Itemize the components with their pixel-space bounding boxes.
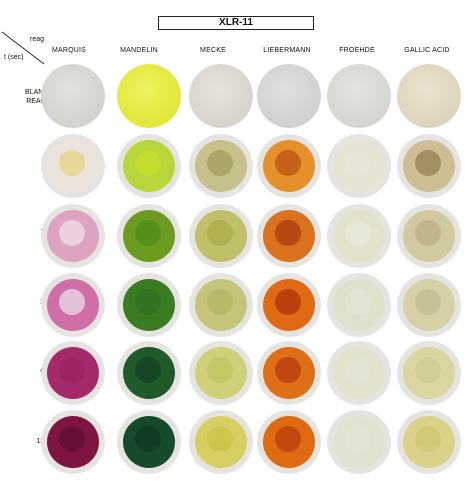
dish-froehde-t120 (327, 410, 391, 474)
dish-gallic-acid-tblank (397, 64, 461, 128)
dish-residue-spot (59, 426, 85, 452)
dish-shade (257, 64, 321, 128)
dish-residue-spot (415, 289, 441, 315)
dish-residue-spot (275, 220, 301, 246)
dish-residue-spot (275, 289, 301, 315)
dish-rim (327, 64, 391, 128)
dish-residue-spot (415, 220, 441, 246)
dish-shade (41, 64, 105, 128)
dish-residue-spot (275, 150, 301, 176)
dish-residue-spot (275, 357, 301, 383)
dish-marquis-t120 (41, 410, 105, 474)
dish-marquis-t60 (41, 341, 105, 405)
dish-residue-spot (59, 150, 85, 176)
dish-rim (397, 64, 461, 128)
dish-liebermann-tblank (257, 64, 321, 128)
dish-mandelin-tblank (117, 64, 181, 128)
page-title-box: XLR-11 (158, 16, 314, 30)
dish-residue-spot (59, 220, 85, 246)
dish-mecke-t2 (189, 134, 253, 198)
dish-residue-spot (275, 426, 301, 452)
dish-gallic-acid-t10 (397, 204, 461, 268)
dish-residue-spot (135, 289, 161, 315)
dish-mandelin-t20 (117, 273, 181, 337)
dish-residue-spot (135, 426, 161, 452)
dish-marquis-t10 (41, 204, 105, 268)
dish-mecke-t60 (189, 341, 253, 405)
page-title: XLR-11 (219, 17, 253, 28)
column-header-marquis: MARQUIS (51, 47, 87, 54)
dish-residue-spot (415, 426, 441, 452)
dish-mandelin-t2 (117, 134, 181, 198)
dish-marquis-tblank (41, 64, 105, 128)
dish-shade (397, 64, 461, 128)
dish-residue-spot (207, 289, 233, 315)
dish-rim (257, 64, 321, 128)
dish-residue-spot (207, 426, 233, 452)
column-header-froehde: FROEHDE (339, 47, 375, 54)
dish-residue-spot (345, 426, 371, 452)
dish-mandelin-t60 (117, 341, 181, 405)
column-header-liebermann: LIEBERMANN (263, 47, 311, 54)
dish-rim (117, 64, 181, 128)
dish-gallic-acid-t2 (397, 134, 461, 198)
dish-liebermann-t60 (257, 341, 321, 405)
dish-residue-spot (59, 289, 85, 315)
dish-shade (327, 64, 391, 128)
column-header-mecke: MECKE (200, 47, 226, 54)
dish-residue-spot (207, 357, 233, 383)
dish-residue-spot (345, 289, 371, 315)
dish-liebermann-t2 (257, 134, 321, 198)
dish-mecke-tblank (189, 64, 253, 128)
dish-froehde-t2 (327, 134, 391, 198)
dish-froehde-t10 (327, 204, 391, 268)
dish-residue-spot (345, 357, 371, 383)
dish-froehde-t20 (327, 273, 391, 337)
dish-mecke-t10 (189, 204, 253, 268)
dish-rim (189, 64, 253, 128)
dish-residue-spot (59, 357, 85, 383)
dish-froehde-tblank (327, 64, 391, 128)
dish-gallic-acid-t20 (397, 273, 461, 337)
dish-residue-spot (135, 357, 161, 383)
dish-residue-spot (345, 150, 371, 176)
dish-residue-spot (415, 150, 441, 176)
column-header-gallic-acid: GALLIC ACID (404, 47, 450, 54)
row-label-blank: BLANK REAG. (25, 89, 48, 105)
dish-residue-spot (345, 220, 371, 246)
dish-mandelin-t10 (117, 204, 181, 268)
dish-marquis-t2 (41, 134, 105, 198)
dish-residue-spot (415, 357, 441, 383)
dish-residue-spot (135, 220, 161, 246)
dish-marquis-t20 (41, 273, 105, 337)
dish-liebermann-t20 (257, 273, 321, 337)
dish-liebermann-t10 (257, 204, 321, 268)
dish-shade (117, 64, 181, 128)
corner-diagonal-line (1, 31, 45, 65)
dish-liebermann-t120 (257, 410, 321, 474)
dish-gallic-acid-t60 (397, 341, 461, 405)
dish-mecke-t20 (189, 273, 253, 337)
corner-legend: reag t (sec) (0, 30, 60, 70)
corner-reagent-label: reag (30, 36, 45, 43)
dish-shade (189, 64, 253, 128)
dish-residue-spot (135, 150, 161, 176)
dish-residue-spot (207, 150, 233, 176)
dish-froehde-t60 (327, 341, 391, 405)
column-header-mandelin: MANDELIN (120, 47, 158, 54)
dish-mandelin-t120 (117, 410, 181, 474)
corner-time-label: t (sec) (4, 54, 24, 61)
dish-residue-spot (207, 220, 233, 246)
dish-mecke-t120 (189, 410, 253, 474)
dish-rim (41, 64, 105, 128)
dish-gallic-acid-t120 (397, 410, 461, 474)
